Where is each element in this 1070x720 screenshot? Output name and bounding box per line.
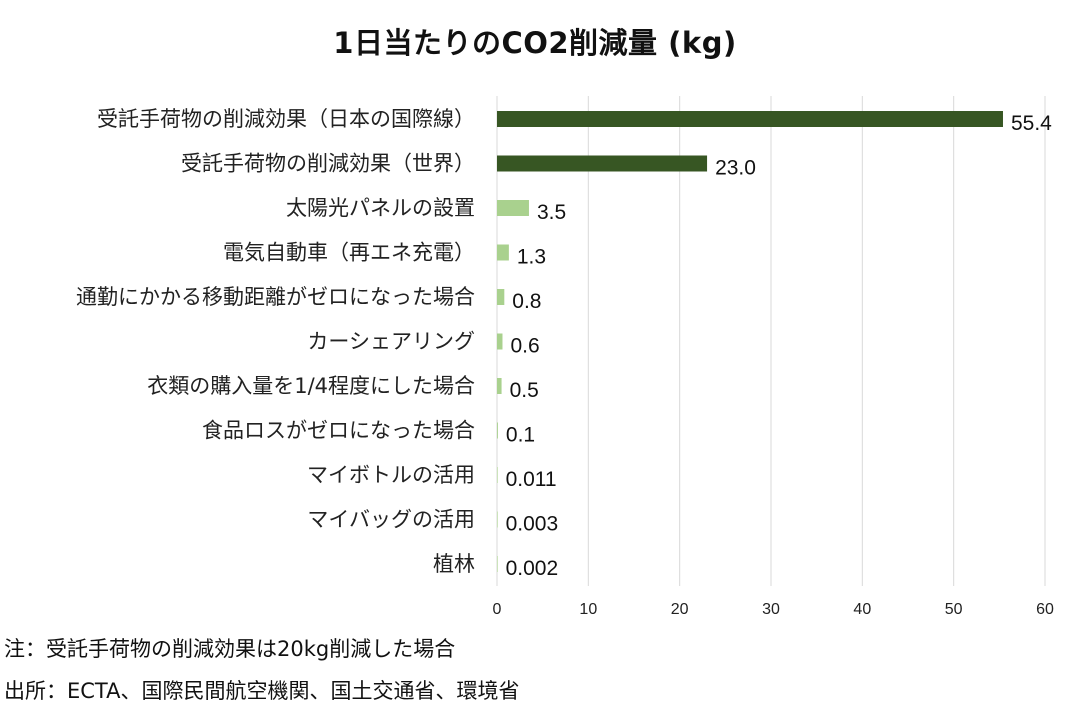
x-tick-label: 40 [853, 601, 871, 618]
bar [497, 467, 498, 483]
x-tick-label: 0 [493, 601, 502, 618]
category-label: 食品ロスがゼロになった場合 [202, 419, 475, 443]
grid-lines [496, 96, 1046, 586]
x-tick-label: 20 [671, 601, 689, 618]
category-label: 受託手荷物の削減効果（世界） [181, 152, 475, 176]
x-tick-label: 30 [762, 601, 780, 618]
footnote-source: 出所：ECTA、国際民間航空機関、国土交通省、環境省 [4, 679, 520, 703]
data-label: 0.002 [506, 557, 559, 580]
bar [497, 511, 498, 528]
bar [497, 111, 1003, 127]
category-label: 衣類の購入量を1/4程度にした場合 [147, 374, 475, 398]
category-label: マイボトルの活用 [307, 463, 475, 487]
bar [497, 556, 498, 572]
bar [497, 333, 503, 350]
data-label: 3.5 [537, 201, 566, 224]
x-tick-label: 60 [1036, 601, 1054, 618]
bar [497, 289, 505, 305]
data-label: 0.003 [506, 513, 559, 536]
bar [497, 244, 509, 261]
bar [497, 200, 529, 216]
bar [497, 378, 502, 394]
data-label: 0.8 [512, 290, 541, 313]
bar [497, 155, 708, 172]
labels: 0 10 20 30 40 50 60 受託手荷物の削減効果（日本の国際線） 55.4 受託手荷物… [76, 107, 1054, 618]
data-label: 23.0 [715, 157, 756, 180]
data-label: 0.5 [510, 379, 539, 402]
bars [497, 111, 1003, 572]
category-label: 植林 [433, 552, 475, 576]
x-tick-label: 10 [579, 601, 597, 618]
data-label: 0.011 [506, 468, 557, 491]
chart-title: 1日当たりのCO2削減量 (kg) [333, 26, 737, 60]
data-label: 1.3 [517, 246, 546, 269]
category-label: 太陽光パネルの設置 [286, 196, 475, 220]
data-label: 0.1 [506, 424, 535, 447]
bar [497, 422, 498, 439]
footnote-note: 注：受託手荷物の削減効果は20kg削減した場合 [4, 637, 456, 661]
category-label: 通勤にかかる移動距離がゼロになった場合 [76, 285, 475, 309]
category-label: 受託手荷物の削減効果（日本の国際線） [97, 107, 475, 131]
x-tick-label: 50 [945, 601, 963, 618]
category-label: マイバッグの活用 [307, 508, 475, 532]
category-label: カーシェアリング [307, 330, 475, 354]
category-label: 電気自動車（再エネ充電） [223, 241, 475, 265]
data-label: 55.4 [1011, 112, 1052, 135]
data-label: 0.6 [510, 335, 539, 358]
